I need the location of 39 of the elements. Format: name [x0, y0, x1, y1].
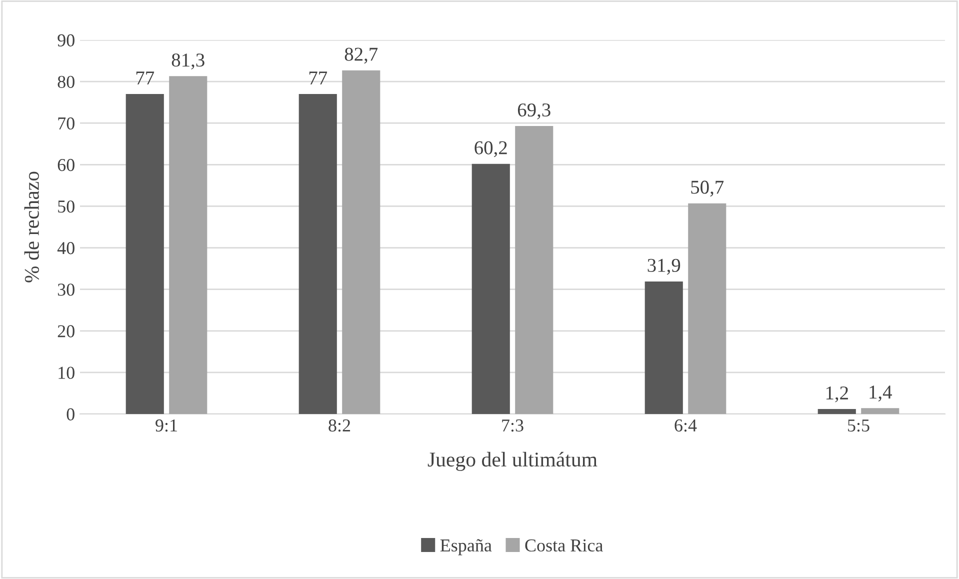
y-tick-label: 90 [58, 34, 74, 46]
x-axis-title: Juego del ultimátum [428, 452, 598, 471]
bar [818, 409, 856, 414]
data-label: 69,3 [518, 103, 550, 120]
legend-label: España [440, 539, 492, 556]
data-label: 31,9 [648, 258, 680, 275]
x-tick-label: 5:5 [848, 420, 870, 432]
x-tick-label: 9:1 [156, 419, 177, 432]
y-axis-title: % de rechazo [24, 172, 40, 282]
bar [472, 164, 510, 414]
bar [342, 70, 380, 414]
bar [644, 281, 683, 414]
data-label: 77 [136, 72, 154, 84]
data-label: 82,7 [344, 48, 378, 64]
x-tick-label: 7:3 [502, 419, 524, 432]
data-label: 60,2 [474, 141, 507, 158]
legend-label: Costa Rica [525, 539, 603, 552]
bar [861, 408, 900, 414]
y-tick-label: 20 [58, 325, 74, 338]
y-tick-label: 80 [58, 76, 74, 88]
data-label: 77 [309, 72, 328, 84]
y-tick-label: 60 [58, 158, 74, 172]
data-label: 1,2 [826, 386, 848, 402]
y-tick-label: 40 [57, 242, 74, 254]
bar [298, 94, 337, 414]
data-label: 81,3 [172, 54, 204, 70]
x-tick-label: 6:4 [674, 419, 697, 432]
bar [688, 203, 726, 414]
data-label: 1,4 [870, 386, 892, 402]
bar [515, 126, 554, 414]
y-tick-label: 30 [58, 284, 74, 296]
bar [126, 94, 164, 414]
data-label: 50,7 [691, 180, 724, 197]
y-tick-label: 0 [66, 408, 74, 420]
bar [169, 76, 208, 414]
y-tick-label: 70 [58, 117, 74, 130]
y-tick-label: 50 [58, 200, 74, 213]
x-tick-label: 8:2 [328, 419, 350, 432]
y-tick-label: 10 [58, 366, 74, 379]
